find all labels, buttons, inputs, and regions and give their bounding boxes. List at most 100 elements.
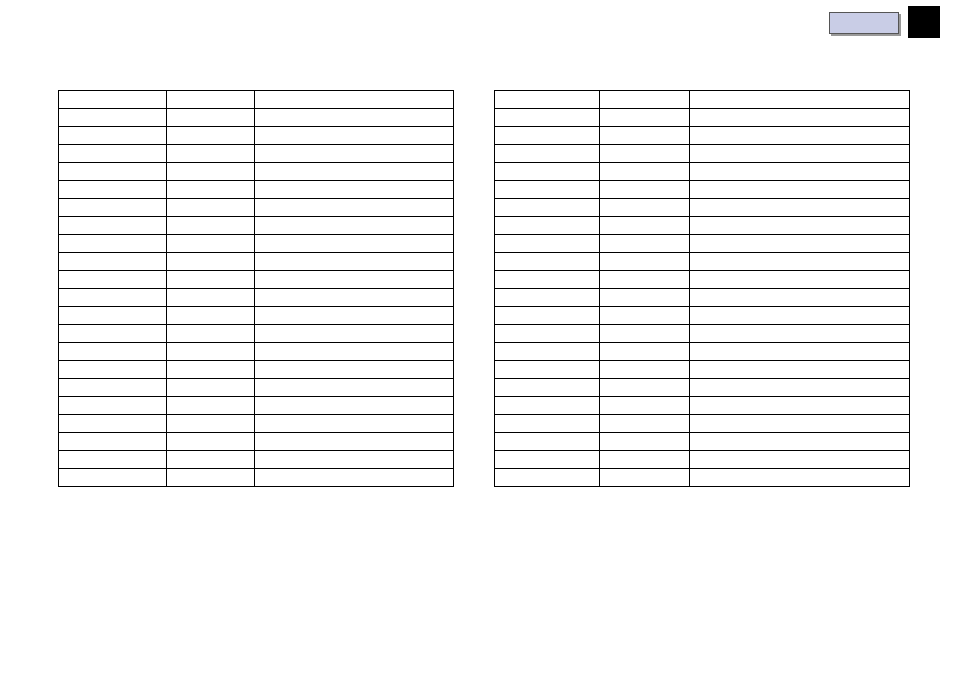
table-cell [59, 379, 167, 397]
table-cell [690, 109, 910, 127]
table-row [495, 217, 910, 235]
table-cell [167, 253, 255, 271]
table-cell [59, 397, 167, 415]
table-cell [167, 181, 255, 199]
table-cell [255, 343, 454, 361]
table-cell [255, 469, 454, 487]
table-cell [167, 325, 255, 343]
table-cell [690, 235, 910, 253]
table-cell [255, 289, 454, 307]
table-cell [495, 469, 600, 487]
table-cell [600, 253, 690, 271]
table-cell [600, 307, 690, 325]
top-button[interactable] [829, 12, 899, 34]
table-row [495, 271, 910, 289]
table-cell [255, 271, 454, 289]
table-row [495, 433, 910, 451]
table-cell [690, 127, 910, 145]
table-cell [495, 91, 600, 109]
table-cell [59, 415, 167, 433]
table-row [495, 235, 910, 253]
table-cell [495, 253, 600, 271]
table-cell [59, 307, 167, 325]
table-cell [59, 91, 167, 109]
table-row [495, 91, 910, 109]
table-cell [167, 109, 255, 127]
table-cell [59, 235, 167, 253]
table-cell [495, 181, 600, 199]
table-row [495, 343, 910, 361]
table-cell [255, 253, 454, 271]
table-cell [600, 415, 690, 433]
left-table-body [59, 91, 454, 487]
table-cell [167, 451, 255, 469]
table-row [59, 451, 454, 469]
table-cell [495, 325, 600, 343]
table-cell [600, 469, 690, 487]
table-cell [495, 397, 600, 415]
table-cell [255, 163, 454, 181]
table-row [59, 271, 454, 289]
table-cell [167, 433, 255, 451]
table-cell [690, 181, 910, 199]
table-row [59, 127, 454, 145]
table-cell [59, 343, 167, 361]
table-cell [167, 235, 255, 253]
table-row [495, 469, 910, 487]
table-cell [600, 433, 690, 451]
table-row [59, 217, 454, 235]
table-row [59, 109, 454, 127]
table-cell [690, 271, 910, 289]
table-cell [59, 469, 167, 487]
table-cell [495, 145, 600, 163]
table-cell [495, 163, 600, 181]
table-row [495, 181, 910, 199]
table-cell [255, 433, 454, 451]
table-cell [495, 361, 600, 379]
table-row [59, 343, 454, 361]
table-cell [255, 127, 454, 145]
table-cell [690, 163, 910, 181]
table-cell [255, 109, 454, 127]
table-cell [600, 289, 690, 307]
table-cell [167, 163, 255, 181]
table-cell [690, 397, 910, 415]
table-row [495, 109, 910, 127]
table-row [495, 253, 910, 271]
table-row [59, 469, 454, 487]
table-row [59, 91, 454, 109]
table-cell [59, 163, 167, 181]
table-cell [600, 451, 690, 469]
table-cell [690, 451, 910, 469]
table-cell [59, 145, 167, 163]
table-cell [495, 289, 600, 307]
table-cell [600, 181, 690, 199]
table-cell [600, 235, 690, 253]
table-cell [167, 307, 255, 325]
table-cell [690, 199, 910, 217]
table-cell [600, 109, 690, 127]
table-row [59, 289, 454, 307]
table-row [59, 325, 454, 343]
table-cell [59, 451, 167, 469]
table-cell [255, 145, 454, 163]
table-cell [690, 343, 910, 361]
table-cell [59, 127, 167, 145]
table-cell [600, 325, 690, 343]
table-cell [690, 253, 910, 271]
table-cell [167, 127, 255, 145]
table-cell [167, 361, 255, 379]
table-cell [600, 91, 690, 109]
table-cell [59, 109, 167, 127]
table-cell [167, 217, 255, 235]
table-cell [495, 307, 600, 325]
table-cell [255, 451, 454, 469]
table-cell [690, 415, 910, 433]
table-cell [495, 271, 600, 289]
table-cell [600, 127, 690, 145]
table-cell [255, 235, 454, 253]
page-corner-marker [908, 6, 940, 38]
table-row [495, 163, 910, 181]
table-row [495, 379, 910, 397]
table-cell [690, 433, 910, 451]
